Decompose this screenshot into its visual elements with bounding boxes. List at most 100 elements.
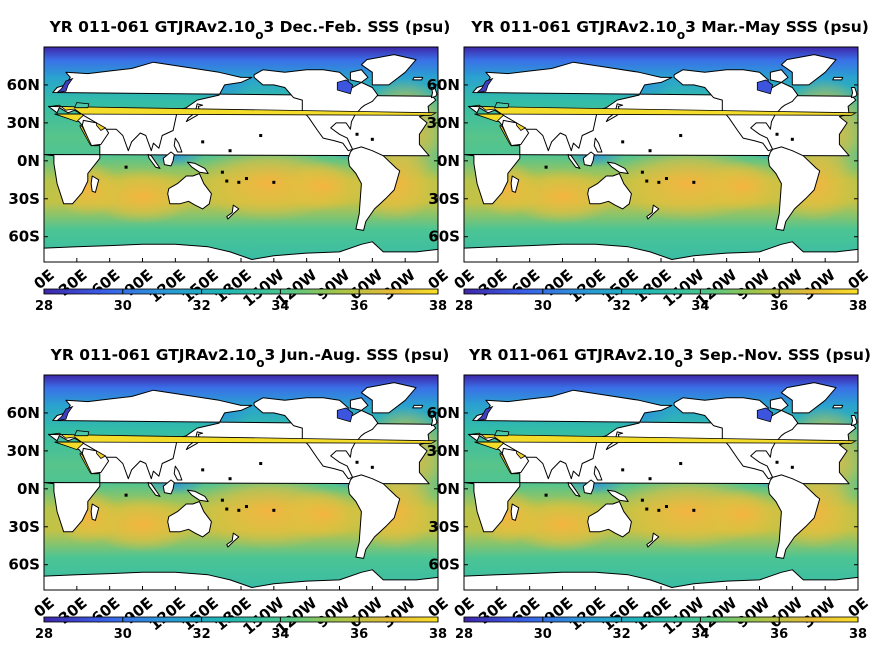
land-australia	[587, 501, 632, 538]
land-greenland	[360, 382, 417, 414]
colorbar-label: 36	[770, 627, 788, 642]
panel-title-suffix: 3 Sep.-Nov. SSS (psu)	[683, 346, 871, 364]
lat-label: 0N	[17, 480, 40, 498]
island-marker	[679, 462, 683, 466]
hudson-bay	[756, 407, 774, 423]
salinity-field	[464, 47, 858, 262]
land-new-guinea	[186, 489, 209, 502]
island-marker	[220, 170, 224, 174]
island-marker	[259, 134, 263, 138]
island-marker	[225, 507, 229, 511]
panel-title: YR 011-061 GTJRAv2.10o3 Sep.-Nov. SSS (p…	[468, 346, 871, 370]
land-borneo	[162, 479, 175, 495]
colorbar-label: 38	[429, 299, 447, 314]
island-marker	[355, 460, 359, 464]
land-borneo	[162, 151, 175, 167]
lat-label: 60N	[7, 76, 40, 94]
map-svg: YR 011-061 GTJRAv2.10o3 Jun.-Aug. SSS (p…	[7, 346, 452, 642]
island-marker	[220, 498, 224, 502]
black-sea	[493, 430, 510, 437]
island-marker	[201, 140, 205, 144]
lon-label: 60E	[508, 594, 543, 628]
salinity-field	[464, 375, 858, 590]
lat-label: 30N	[427, 114, 460, 132]
island-marker	[228, 149, 232, 153]
lat-label: 60N	[427, 404, 460, 422]
land-philippines	[173, 465, 183, 481]
island-marker	[645, 507, 649, 511]
colorbar	[463, 288, 859, 295]
land-japan	[605, 431, 624, 451]
land-borneo	[582, 479, 595, 495]
panel-title-subscript: o	[255, 28, 263, 42]
land-japan	[605, 103, 624, 123]
island-marker	[692, 508, 696, 512]
island-marker	[544, 493, 548, 497]
land-new-guinea	[606, 161, 629, 174]
land-baffin	[349, 69, 369, 83]
lat-label: 30S	[8, 518, 40, 536]
colorbar-label: 30	[534, 627, 552, 642]
salinity-field	[44, 375, 438, 590]
high-salinity-region	[279, 488, 367, 540]
land-antarctica	[44, 569, 438, 590]
island-marker	[244, 177, 248, 181]
island-marker	[640, 498, 644, 502]
land-south-america	[347, 146, 401, 231]
land-sumatra	[147, 154, 161, 169]
lon-label: 120E	[146, 266, 189, 307]
land-greenland	[360, 54, 417, 86]
land-new-guinea	[606, 489, 629, 502]
lon-label: 30W	[799, 266, 840, 304]
island-marker	[355, 132, 359, 136]
colorbar-label: 38	[849, 299, 867, 314]
mediterranean-sea	[50, 432, 438, 451]
island-marker	[228, 477, 232, 481]
lon-label: 120E	[146, 594, 189, 635]
land-greenland	[780, 382, 837, 414]
island-marker	[692, 180, 696, 184]
colorbar-label: 30	[114, 299, 132, 314]
island-marker	[775, 460, 779, 464]
island-marker	[664, 505, 668, 509]
panel-title-suffix: 3 Dec.-Feb. SSS (psu)	[263, 18, 450, 36]
black-sea	[493, 102, 510, 109]
lon-label: 30E	[475, 594, 510, 628]
island-marker	[645, 179, 649, 183]
black-sea	[73, 430, 90, 437]
map-svg: YR 011-061 GTJRAv2.10o3 Sep.-Nov. SSS (p…	[427, 346, 872, 642]
land-uk	[850, 87, 858, 99]
island-marker	[237, 180, 241, 184]
land-south-america	[767, 146, 821, 231]
land-philippines	[173, 137, 183, 153]
colorbar-label: 30	[534, 299, 552, 314]
lon-label: 30W	[379, 594, 420, 632]
red-sea	[79, 452, 92, 473]
lon-label: 60W	[346, 594, 387, 632]
land-new-zealand	[226, 204, 240, 220]
colorbar-label: 30	[114, 627, 132, 642]
land-sumatra	[567, 482, 581, 497]
high-salinity-region	[279, 160, 367, 212]
colorbar	[43, 616, 439, 623]
lat-label: 30S	[428, 518, 460, 536]
map-panel-djf: YR 011-061 GTJRAv2.10o3 Dec.-Feb. SSS (p…	[0, 0, 452, 320]
lon-label: 60W	[346, 266, 387, 304]
high-salinity-region	[699, 160, 787, 212]
land-new-zealand	[226, 532, 240, 548]
colorbar-label: 28	[35, 299, 53, 314]
land-madagascar	[510, 503, 520, 521]
colorbar-label: 38	[429, 627, 447, 642]
land-japan	[185, 431, 204, 451]
land-borneo	[582, 151, 595, 167]
land-australia	[587, 173, 632, 210]
map-svg: YR 011-061 GTJRAv2.10o3 Dec.-Feb. SSS (p…	[7, 18, 452, 314]
red-sea	[499, 124, 512, 145]
persian-gulf	[96, 122, 107, 132]
island-marker	[790, 137, 794, 141]
land-south-america	[767, 474, 821, 559]
island-marker	[244, 505, 248, 509]
land-new-guinea	[186, 161, 209, 174]
persian-gulf	[96, 450, 107, 460]
island-marker	[657, 180, 661, 184]
